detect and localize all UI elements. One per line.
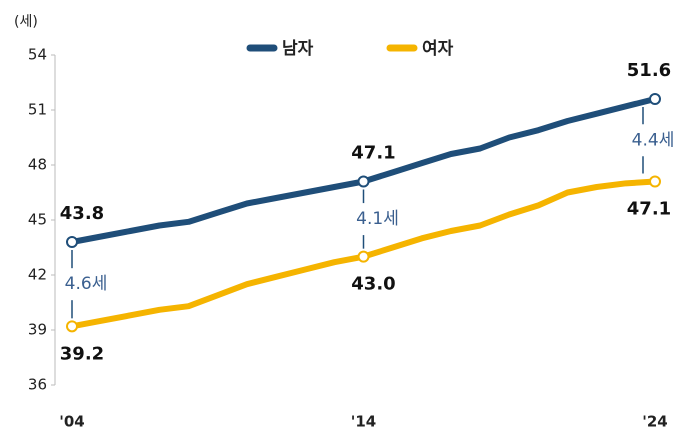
point-marker	[649, 175, 661, 188]
y-tick-label: 54	[28, 46, 47, 64]
data-label: 39.2	[60, 343, 104, 364]
gap-annotation: 4.6세	[65, 274, 108, 294]
legend-label: 남자	[282, 39, 314, 59]
data-label: 43.0	[351, 274, 395, 295]
data-label: 43.8	[60, 203, 104, 224]
y-tick-label: 42	[28, 266, 47, 284]
y-tick-label: 51	[28, 101, 47, 119]
y-tick-label: 36	[28, 376, 47, 394]
x-tick-label: '24	[642, 413, 667, 431]
y-tick-label: 39	[28, 321, 47, 339]
data-label: 47.1	[351, 143, 395, 164]
y-axis-unit: (세)	[14, 14, 38, 30]
point-marker	[66, 320, 78, 333]
point-marker	[649, 93, 661, 105]
data-label: 51.6	[627, 60, 671, 81]
y-tick-label: 48	[28, 156, 47, 174]
point-marker	[66, 236, 78, 248]
x-tick-label: '14	[351, 413, 376, 431]
legend-label: 여자	[422, 39, 454, 59]
point-marker	[357, 250, 370, 263]
x-tick-label: '04	[59, 413, 84, 431]
gap-annotation: 4.4세	[632, 130, 675, 150]
y-tick-label: 45	[28, 211, 47, 229]
data-label: 47.1	[627, 199, 671, 220]
gap-annotation: 4.1세	[356, 209, 399, 229]
point-marker	[357, 175, 370, 188]
